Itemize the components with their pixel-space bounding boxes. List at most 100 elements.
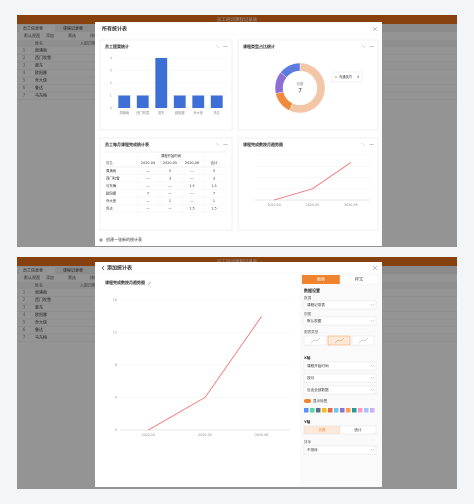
trend-line (148, 316, 262, 431)
expand-icon (215, 44, 220, 49)
toolbar-button[interactable]: 筛选 (68, 274, 76, 280)
color-swatch[interactable] (334, 408, 339, 413)
more-icon[interactable] (369, 46, 371, 47)
toolbar-button[interactable]: 筛选 (68, 32, 76, 38)
color-swatch[interactable] (304, 408, 309, 413)
more-icon[interactable] (372, 144, 374, 145)
chevron (370, 303, 375, 306)
bar (118, 95, 131, 108)
select-value[interactable]: 按月 (307, 375, 314, 380)
more-icon[interactable] (369, 144, 371, 145)
color-swatch[interactable] (346, 408, 351, 413)
select-value[interactable]: 默认视图 (307, 318, 322, 323)
expand-icon (215, 142, 220, 147)
card-title: 员工每月课程完成统计表 (105, 141, 149, 147)
select-box[interactable] (303, 316, 377, 326)
color-swatch[interactable] (352, 408, 357, 413)
table-cell: — (190, 176, 194, 180)
sheet-tab[interactable]: 员工信息表 (23, 25, 43, 31)
toggle[interactable] (304, 399, 311, 403)
cell-name: 夏东 (35, 304, 43, 310)
select-box[interactable] (303, 373, 377, 383)
field-label: X轴 (304, 355, 311, 360)
more-icon[interactable] (226, 144, 228, 145)
select-box[interactable] (303, 445, 377, 455)
color-swatch[interactable] (328, 408, 333, 413)
cell-name: 周涌雨 (35, 289, 47, 295)
y-option[interactable]: 统计 (354, 427, 362, 432)
toolbar-button[interactable]: 默认视图 (24, 32, 40, 38)
toolbar-button[interactable]: 添加 (46, 32, 54, 38)
table-cell: 1 (213, 199, 215, 203)
app-header (17, 257, 457, 266)
cell-name: 西门吹雪 (35, 54, 51, 60)
table-cell: 3 (213, 176, 215, 180)
more-icon[interactable] (225, 46, 226, 47)
x-tick-label: 西门吹雪 (136, 110, 149, 115)
row-number: 2 (23, 297, 26, 302)
color-swatch[interactable] (370, 408, 375, 413)
tooltip-value: 4 (357, 75, 359, 79)
x-tick-label: 鲁达 (214, 110, 221, 115)
select-value[interactable]: 不排序 (307, 447, 318, 452)
table-cell: — (146, 169, 150, 173)
select-value[interactable]: 包含全部数据 (307, 387, 329, 392)
plus-icon (99, 238, 103, 242)
select-box[interactable] (303, 300, 377, 310)
row-number: 6 (23, 327, 26, 332)
donut-center-label: 总数 (297, 81, 305, 86)
more-icon[interactable] (223, 144, 225, 145)
x-tick-label: 乔大侠 (193, 110, 203, 115)
table-column-header: 2020-05 (163, 161, 177, 165)
select-box[interactable] (303, 361, 377, 371)
color-swatch[interactable] (340, 408, 345, 413)
more-icon[interactable] (371, 144, 372, 145)
more-icon[interactable] (371, 46, 372, 47)
row-number: 5 (23, 78, 26, 83)
more-icon[interactable] (223, 46, 225, 47)
toolbar-button[interactable]: 排序 (90, 274, 98, 280)
tab-active[interactable] (302, 275, 340, 284)
toolbar-button[interactable]: 默认视图 (24, 274, 40, 280)
table-column-header: 2020-06 (185, 161, 199, 165)
sheet-tab[interactable]: 员工信息表 (23, 267, 43, 273)
panel-tab[interactable]: 图表 (317, 276, 325, 282)
card-title: 员工提案统计 (105, 43, 129, 49)
y-option[interactable]: 计数 (318, 427, 326, 432)
table-cell: 乔大侠 (106, 198, 117, 203)
cell-name: 鲁达 (35, 84, 43, 90)
row-number: 3 (23, 305, 26, 310)
expand-icon (361, 44, 366, 49)
table-cell: — (146, 184, 150, 188)
cell-name: 马东梅 (35, 92, 47, 98)
color-swatch[interactable] (364, 408, 369, 413)
x-tick-label: 2020-04 (268, 203, 281, 207)
select-value[interactable]: 课程开始时间 (307, 363, 329, 368)
color-swatch[interactable] (322, 408, 327, 413)
field-label: 视图 (304, 311, 312, 316)
sheet-tab[interactable]: 课程记录表 (63, 267, 83, 273)
toolbar-button[interactable]: 添加 (46, 274, 54, 280)
sheet-tab[interactable]: 课程记录表 (63, 25, 83, 31)
table-cell: — (168, 191, 172, 195)
add-chart-link[interactable]: 创建一张新的统计表 (106, 236, 142, 242)
more-icon[interactable] (226, 46, 228, 47)
y-option-button[interactable] (339, 425, 377, 435)
toolbar-button[interactable]: 排序 (90, 32, 98, 38)
color-swatch[interactable] (316, 408, 321, 413)
more-icon[interactable] (225, 144, 226, 145)
row-number: 4 (23, 312, 26, 317)
toggle-label: 显示标签 (313, 398, 328, 403)
select-box[interactable] (303, 385, 377, 395)
x-tick-label: 欧阳娜 (175, 110, 185, 115)
tab[interactable] (339, 274, 379, 285)
close-icon (372, 26, 378, 32)
table-cell: — (146, 176, 150, 180)
color-swatch[interactable] (358, 408, 363, 413)
color-swatch[interactable] (310, 408, 315, 413)
more-icon[interactable] (372, 46, 374, 47)
panel-tab[interactable]: 样式 (355, 276, 363, 282)
select-value[interactable]: 课程记录表 (307, 302, 325, 307)
